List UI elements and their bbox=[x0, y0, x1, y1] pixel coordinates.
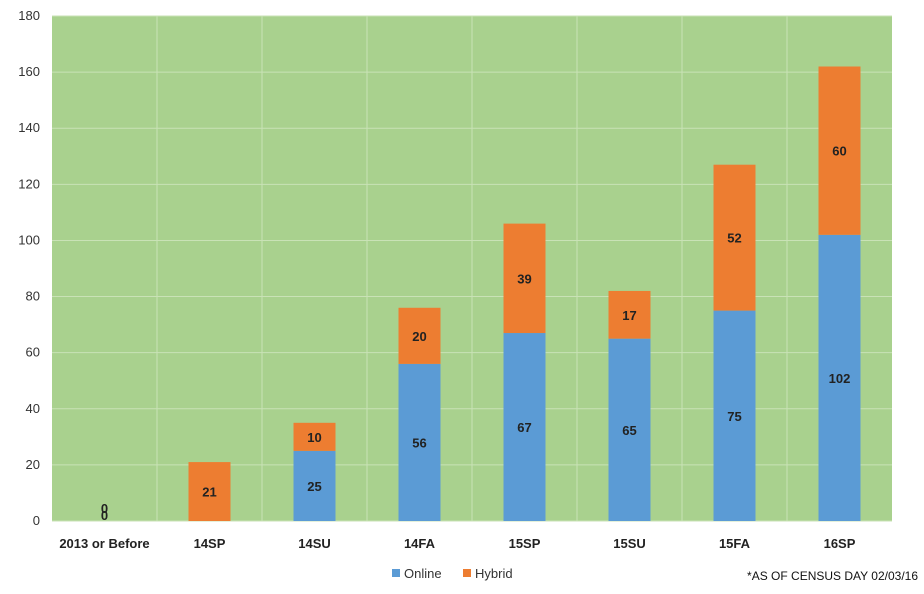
data-label: 0 bbox=[101, 508, 108, 523]
x-tick-label: 15FA bbox=[719, 536, 751, 551]
y-tick-label: 180 bbox=[18, 8, 40, 23]
data-label: 52 bbox=[727, 231, 741, 246]
data-label: 65 bbox=[622, 423, 636, 438]
y-tick-label: 100 bbox=[18, 232, 40, 247]
bar-hybrid bbox=[818, 66, 861, 235]
data-label: 20 bbox=[412, 329, 426, 344]
y-tick-label: 80 bbox=[26, 289, 40, 304]
y-tick-label: 120 bbox=[18, 176, 40, 191]
bar-hybrid bbox=[608, 290, 651, 339]
data-label: 102 bbox=[829, 371, 851, 386]
x-tick-label: 14SU bbox=[298, 536, 331, 551]
y-tick-label: 140 bbox=[18, 120, 40, 135]
y-tick-label: 60 bbox=[26, 345, 40, 360]
bar-online bbox=[818, 234, 861, 522]
x-tick-label: 14FA bbox=[404, 536, 436, 551]
x-tick-label: 2013 or Before bbox=[59, 536, 149, 551]
y-tick-label: 20 bbox=[26, 457, 40, 472]
data-label: 75 bbox=[727, 409, 741, 424]
x-tick-label: 15SU bbox=[613, 536, 646, 551]
y-tick-label: 160 bbox=[18, 64, 40, 79]
data-label: 10 bbox=[307, 430, 321, 445]
bar-hybrid bbox=[713, 164, 756, 311]
data-label: 39 bbox=[517, 271, 531, 286]
bar-hybrid bbox=[188, 462, 231, 521]
data-label: 67 bbox=[517, 420, 531, 435]
bar-hybrid bbox=[398, 307, 441, 364]
bar-online bbox=[398, 363, 441, 521]
data-label: 60 bbox=[832, 144, 846, 159]
bar-hybrid bbox=[293, 422, 336, 451]
y-tick-label: 0 bbox=[33, 513, 40, 528]
legend-swatch-online bbox=[392, 569, 400, 577]
data-label: 0 bbox=[101, 501, 108, 516]
data-label: 21 bbox=[202, 485, 216, 500]
bar-online bbox=[293, 450, 336, 521]
x-tick-label: 14SP bbox=[194, 536, 226, 551]
bar-online bbox=[713, 310, 756, 521]
bar-online bbox=[503, 333, 546, 521]
census-footnote: *AS OF CENSUS DAY 02/03/16 bbox=[747, 569, 918, 583]
bar-hybrid bbox=[503, 223, 546, 334]
x-tick-label: 16SP bbox=[824, 536, 856, 551]
data-label: 17 bbox=[622, 308, 636, 323]
legend-swatch-hybrid bbox=[463, 569, 471, 577]
x-tick-label: 15SP bbox=[509, 536, 541, 551]
y-tick-label: 40 bbox=[26, 401, 40, 416]
legend-label: Hybrid bbox=[475, 566, 513, 581]
data-label: 25 bbox=[307, 479, 321, 494]
bar-online bbox=[608, 338, 651, 521]
legend-label: Online bbox=[404, 566, 442, 581]
data-label: 56 bbox=[412, 435, 426, 450]
